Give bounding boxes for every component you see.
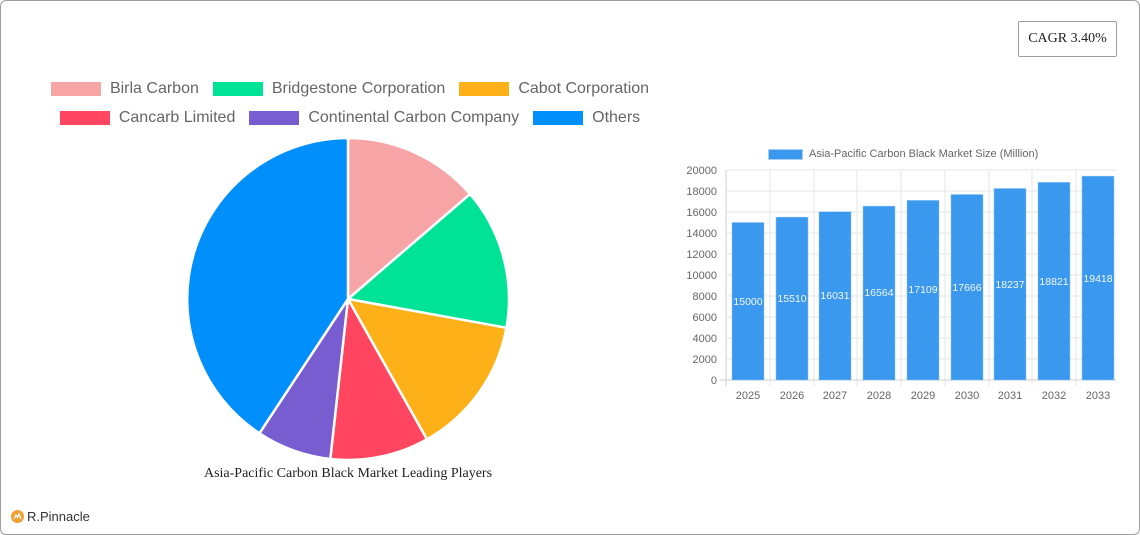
bar-2026[interactable] [775, 216, 809, 381]
y-tick-labels: 0 2000 4000 6000 8000 10000 12000 14000 … [686, 165, 717, 387]
svg-text:15000: 15000 [733, 296, 762, 308]
bar-svg: 0 2000 4000 6000 8000 10000 12000 14000 … [686, 165, 1116, 402]
legend-label: Bridgestone Corporation [271, 79, 446, 97]
svg-text:2030: 2030 [955, 390, 979, 402]
svg-text:18821: 18821 [1039, 276, 1068, 288]
legend-label: Cabot Corporation [518, 79, 650, 97]
svg-text:17666: 17666 [952, 282, 981, 294]
legend-item-others[interactable]: Others [533, 109, 640, 127]
bar-2033[interactable] [1081, 175, 1115, 381]
pie-chart [180, 130, 520, 470]
legend-swatch [459, 81, 510, 96]
svg-text:17109: 17109 [908, 284, 937, 296]
legend-item-cancarb[interactable]: Cancarb Limited [59, 108, 236, 127]
legend-item-bridgestone[interactable]: Bridgestone Corporation [212, 79, 446, 98]
pie-legend: Birla Carbon Bridgestone Corporation Cab… [0, 74, 700, 132]
legend-item-continental-carbon[interactable]: Continental Carbon Company [249, 109, 519, 127]
svg-text:4000: 4000 [693, 333, 717, 345]
legend-swatch [533, 110, 584, 125]
x-tick-labels: 2025 2026 2027 2028 2029 2030 2031 2032 … [736, 390, 1110, 402]
bar-2031[interactable] [993, 188, 1027, 381]
legend-label: Cancarb Limited [118, 108, 236, 126]
legend-label: Continental Carbon Company [308, 108, 520, 126]
legend-label: Others [592, 108, 641, 126]
svg-text:15510: 15510 [777, 293, 806, 305]
svg-text:18237: 18237 [995, 279, 1024, 291]
bars [731, 175, 1115, 381]
svg-text:12000: 12000 [686, 249, 717, 261]
pie-slice-bridgestone[interactable] [346, 192, 511, 330]
svg-text:2032: 2032 [1042, 390, 1066, 402]
legend-swatch [59, 110, 110, 125]
bar-2032[interactable] [1037, 182, 1071, 381]
svg-text:2033: 2033 [1086, 390, 1110, 402]
svg-text:8000: 8000 [693, 291, 717, 303]
bar-2025[interactable] [731, 222, 765, 381]
legend-swatch [249, 110, 300, 125]
svg-text:14000: 14000 [686, 228, 717, 240]
svg-text:0: 0 [711, 375, 717, 387]
brand-name: R.Pinnacle [27, 509, 90, 524]
bar-2030[interactable] [950, 194, 984, 381]
svg-text:10000: 10000 [686, 270, 717, 282]
legend-swatch [768, 148, 803, 160]
svg-text:2028: 2028 [867, 390, 891, 402]
legend-label: Birla Carbon [109, 79, 199, 97]
bar-legend-item[interactable]: Asia-Pacific Carbon Black Market Size (M… [768, 148, 1038, 160]
pie-slice-others[interactable] [185, 136, 350, 435]
svg-text:2027: 2027 [823, 390, 847, 402]
legend-swatch [50, 81, 101, 96]
legend-item-birla-carbon[interactable]: Birla Carbon [50, 79, 199, 98]
svg-text:2026: 2026 [780, 390, 804, 402]
svg-text:2031: 2031 [998, 390, 1022, 402]
svg-text:18000: 18000 [686, 186, 717, 198]
bar-chart: Asia-Pacific Carbon Black Market Size (M… [680, 140, 1120, 410]
pie-chart-title: Asia-Pacific Carbon Black Market Leading… [203, 466, 493, 481]
bar-value-labels: 15000 15510 16031 16564 17109 17666 1823… [733, 273, 1112, 308]
legend-label: Asia-Pacific Carbon Black Market Size (M… [809, 148, 1039, 160]
cagr-badge: CAGR 3.40% [1018, 21, 1117, 57]
svg-text:16031: 16031 [820, 290, 849, 302]
legend-item-cabot[interactable]: Cabot Corporation [459, 80, 649, 98]
brand-icon [11, 510, 24, 523]
pie-slice-cancarb[interactable] [329, 297, 429, 462]
svg-text:6000: 6000 [693, 312, 717, 324]
brand-logo: R.Pinnacle [11, 509, 90, 524]
pie-slice-cabot[interactable] [346, 297, 508, 441]
svg-text:19418: 19418 [1083, 273, 1112, 285]
pie-svg [185, 136, 511, 462]
bar-2028[interactable] [862, 205, 896, 381]
svg-text:2000: 2000 [693, 354, 717, 366]
svg-text:16564: 16564 [864, 287, 893, 299]
svg-text:2025: 2025 [736, 390, 760, 402]
svg-text:2029: 2029 [911, 390, 935, 402]
bar-2029[interactable] [906, 200, 940, 381]
svg-text:20000: 20000 [686, 165, 717, 177]
legend-swatch [212, 81, 263, 96]
pie-slice-birla-carbon[interactable] [346, 136, 472, 301]
bar-2027[interactable] [818, 211, 852, 381]
cagr-label: CAGR 3.40% [1028, 31, 1107, 46]
svg-text:16000: 16000 [686, 207, 717, 219]
